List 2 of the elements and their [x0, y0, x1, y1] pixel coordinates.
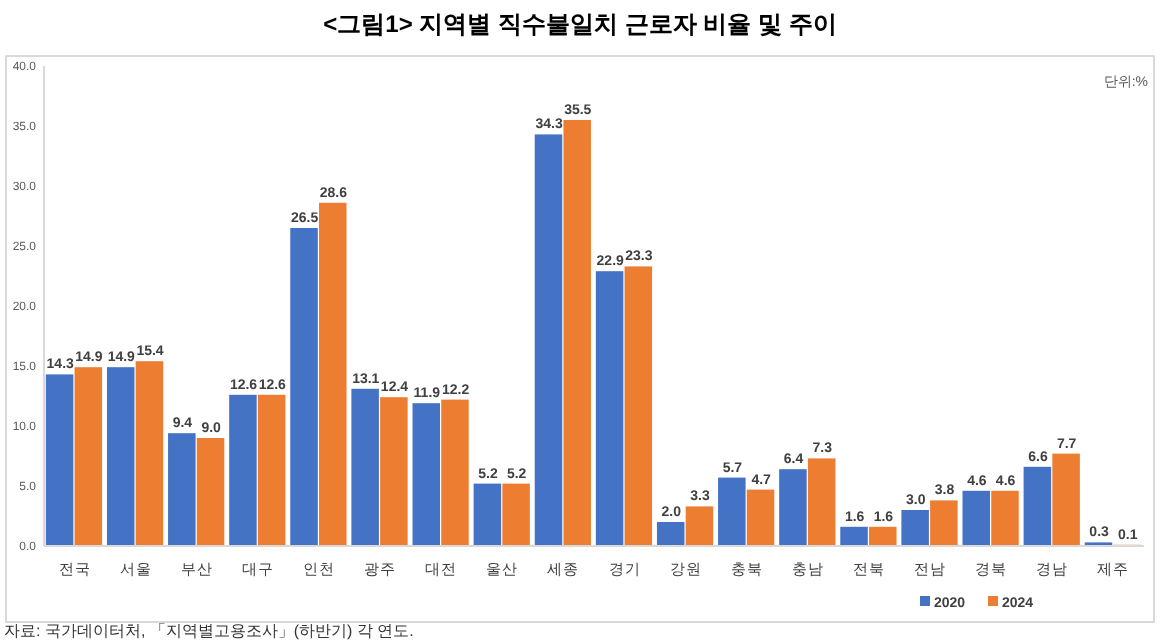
chart-title: <그림1> 지역별 직수불일치 근로자 비율 및 주이: [323, 10, 837, 38]
text: 자료: 국가데이터처, 「지역별고용조사」(하반기) 각 연도.: [4, 622, 414, 640]
